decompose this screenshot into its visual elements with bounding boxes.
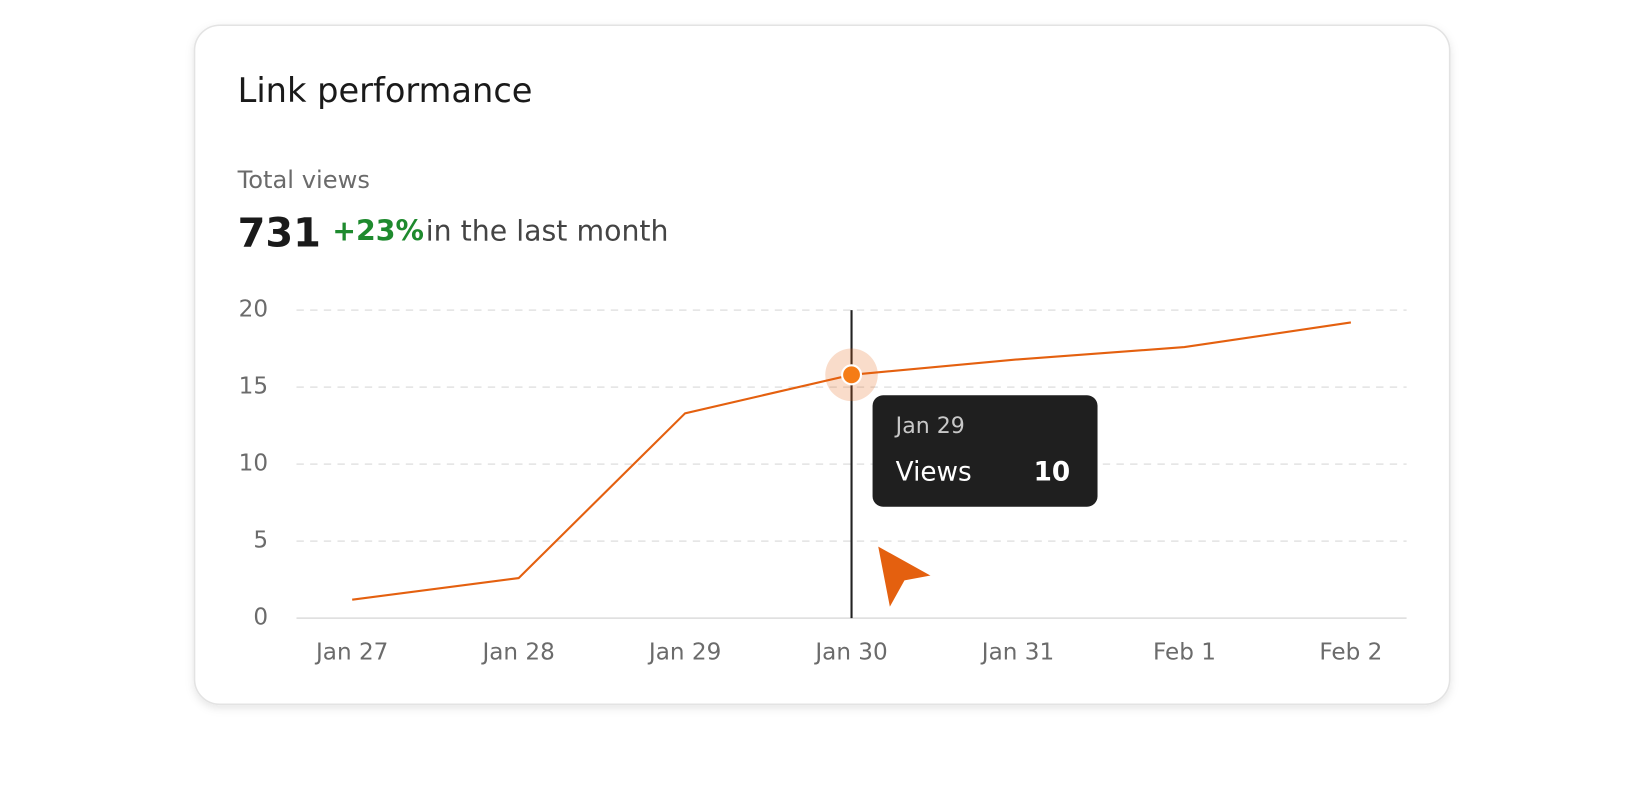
x-tick-label: Jan 29: [647, 639, 721, 665]
hover-point: [841, 364, 863, 386]
x-tick-label: Feb 1: [1153, 639, 1216, 665]
x-tick-label: Jan 27: [314, 639, 388, 665]
stat-label: Total views: [237, 166, 370, 194]
chart-title: Link performance: [238, 71, 533, 110]
cursor: [875, 542, 937, 613]
y-tick-label: 20: [239, 297, 268, 323]
x-tick-label: Jan 28: [480, 639, 554, 665]
tooltip-label: Views: [896, 458, 972, 488]
card: [193, 24, 1451, 706]
tooltip-date: Jan 29: [894, 414, 965, 439]
y-tick-label: 5: [253, 528, 268, 554]
x-tick-label: Feb 2: [1319, 639, 1382, 665]
tooltip-value: 10: [1034, 458, 1071, 488]
x-tick-label: Jan 30: [813, 639, 887, 665]
y-tick-label: 0: [253, 605, 268, 631]
stat-change: +23%: [332, 214, 424, 247]
tooltip: [872, 395, 1098, 507]
stat-change-text: in the last month: [426, 214, 669, 247]
y-tick-label: 15: [239, 374, 268, 400]
stat-total: 731: [238, 210, 321, 256]
x-tick-label: Jan 31: [980, 639, 1054, 665]
plot: 0 5 10 15 20 Jan 27 Jan 28 Jan 29 Jan 30 Jan 31 Fe…: [239, 297, 1407, 665]
y-tick-label: 10: [239, 451, 268, 477]
